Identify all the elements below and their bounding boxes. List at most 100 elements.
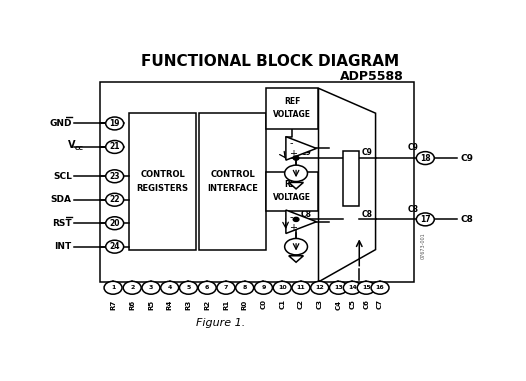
Text: 8: 8: [242, 285, 247, 290]
Circle shape: [179, 281, 197, 294]
Polygon shape: [129, 113, 196, 250]
Circle shape: [104, 281, 122, 294]
Text: R4: R4: [167, 299, 173, 310]
Circle shape: [106, 170, 124, 183]
Text: CONTROL: CONTROL: [140, 170, 185, 179]
Polygon shape: [100, 82, 414, 282]
Text: C8: C8: [408, 205, 419, 214]
Text: 23: 23: [109, 172, 120, 181]
Text: 15: 15: [362, 285, 370, 290]
Text: RST: RST: [52, 219, 72, 228]
Text: C9: C9: [408, 143, 419, 152]
Text: INT: INT: [55, 242, 72, 251]
Circle shape: [217, 281, 235, 294]
Text: C1: C1: [279, 299, 285, 309]
Text: CC: CC: [74, 146, 83, 151]
Text: C2: C2: [298, 299, 304, 309]
Text: 2: 2: [130, 285, 134, 290]
Text: +: +: [289, 223, 297, 233]
Text: C9: C9: [362, 148, 373, 157]
Polygon shape: [343, 151, 359, 206]
Text: C3: C3: [317, 299, 323, 309]
Circle shape: [293, 217, 299, 221]
Text: INTERFACE: INTERFACE: [207, 184, 258, 193]
Text: 7: 7: [224, 285, 228, 290]
Text: SDA: SDA: [51, 195, 72, 204]
Text: R3: R3: [186, 299, 191, 310]
Text: 9: 9: [261, 285, 266, 290]
Circle shape: [106, 193, 124, 206]
Text: 19: 19: [109, 119, 120, 128]
Text: 13: 13: [334, 285, 343, 290]
Text: GND: GND: [49, 119, 72, 128]
Polygon shape: [199, 113, 266, 250]
Text: SCL: SCL: [53, 172, 72, 181]
Text: 21: 21: [109, 142, 120, 151]
Circle shape: [417, 213, 434, 226]
Text: 12: 12: [316, 285, 324, 290]
Polygon shape: [286, 210, 317, 234]
Text: R7: R7: [110, 299, 116, 310]
Text: V: V: [68, 139, 75, 150]
Text: VOLTAGE: VOLTAGE: [274, 110, 311, 119]
Text: 5: 5: [186, 285, 190, 290]
Circle shape: [106, 217, 124, 230]
Circle shape: [343, 281, 361, 294]
Text: 1: 1: [111, 285, 115, 290]
Circle shape: [311, 281, 329, 294]
Text: 24: 24: [109, 242, 120, 251]
Polygon shape: [286, 137, 317, 160]
Polygon shape: [319, 88, 376, 282]
Text: 3: 3: [149, 285, 153, 290]
Text: C0: C0: [260, 299, 267, 309]
Circle shape: [329, 281, 348, 294]
Text: C8: C8: [301, 210, 312, 219]
Circle shape: [142, 281, 160, 294]
Text: R1: R1: [223, 299, 229, 310]
Text: REF: REF: [284, 97, 300, 106]
Text: C6: C6: [363, 299, 369, 309]
Circle shape: [285, 239, 308, 255]
Text: 18: 18: [420, 154, 431, 163]
Text: 6: 6: [205, 285, 209, 290]
Circle shape: [106, 240, 124, 253]
Circle shape: [106, 141, 124, 154]
Circle shape: [236, 281, 254, 294]
Text: 14: 14: [348, 285, 357, 290]
Text: ADP5588: ADP5588: [340, 70, 403, 83]
Text: -: -: [289, 138, 292, 149]
Text: C7: C7: [377, 299, 383, 309]
Text: -: -: [289, 212, 292, 222]
Text: 4: 4: [167, 285, 172, 290]
Circle shape: [285, 165, 308, 182]
Text: VOLTAGE: VOLTAGE: [274, 193, 311, 202]
Text: FUNCTIONAL BLOCK DIAGRAM: FUNCTIONAL BLOCK DIAGRAM: [140, 54, 399, 69]
Polygon shape: [289, 182, 304, 189]
Text: 17: 17: [420, 215, 431, 224]
Text: REGISTERS: REGISTERS: [137, 184, 188, 193]
Circle shape: [293, 156, 299, 160]
Circle shape: [273, 281, 291, 294]
Text: 20: 20: [109, 219, 120, 228]
Text: C9: C9: [301, 148, 312, 157]
Polygon shape: [266, 88, 319, 129]
Circle shape: [371, 281, 389, 294]
Text: R2: R2: [204, 299, 210, 310]
Circle shape: [417, 152, 434, 165]
Text: R0: R0: [242, 299, 248, 310]
Circle shape: [106, 117, 124, 130]
Text: C5: C5: [349, 299, 356, 309]
Polygon shape: [266, 172, 319, 211]
Text: 07673-001: 07673-001: [420, 232, 426, 259]
Text: C8: C8: [362, 210, 373, 219]
Text: 10: 10: [278, 285, 287, 290]
Text: R6: R6: [129, 299, 135, 310]
Text: Figure 1.: Figure 1.: [196, 318, 245, 328]
Text: C8: C8: [460, 215, 473, 224]
Circle shape: [123, 281, 141, 294]
Circle shape: [255, 281, 272, 294]
Text: C4: C4: [336, 299, 341, 310]
Text: 16: 16: [376, 285, 385, 290]
Circle shape: [292, 281, 310, 294]
Circle shape: [161, 281, 179, 294]
